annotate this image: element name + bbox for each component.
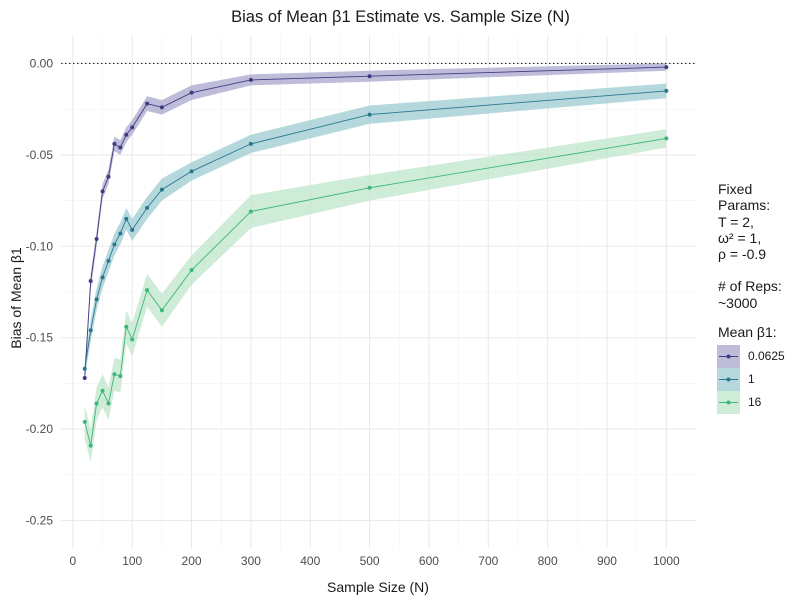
data-point <box>130 337 135 342</box>
legend-label: 1 <box>748 372 755 386</box>
y-tick-label: -0.20 <box>26 422 54 436</box>
series-line <box>84 90 667 369</box>
fixed-params-annotation: Fixed Params: T = 2, ω² = 1, ρ = -0.9 # … <box>718 181 782 311</box>
data-point <box>100 275 105 280</box>
x-tick-label: 700 <box>478 554 498 568</box>
x-tick-label: 300 <box>241 554 261 568</box>
data-point <box>106 258 111 263</box>
data-point <box>88 279 93 284</box>
data-point <box>124 216 129 221</box>
data-point <box>189 169 194 174</box>
annotation-line: Params: <box>718 197 771 214</box>
data-point <box>94 297 99 302</box>
data-point <box>118 145 123 150</box>
y-tick-label: -0.15 <box>26 331 54 345</box>
data-point <box>124 132 129 137</box>
data-point <box>189 90 194 95</box>
data-point <box>664 88 669 93</box>
legend-item: 1 <box>717 368 797 391</box>
legend-point <box>726 400 731 405</box>
data-point <box>106 401 111 406</box>
data-point <box>112 372 117 377</box>
y-tick-label: -0.25 <box>26 514 54 528</box>
data-point <box>248 141 253 146</box>
series-lines <box>84 66 667 446</box>
legend-key <box>717 368 740 391</box>
confidence-bands <box>84 63 667 463</box>
data-point <box>664 136 669 141</box>
data-point <box>367 74 372 79</box>
data-point <box>88 443 93 448</box>
data-point <box>94 401 99 406</box>
legend-point <box>726 377 731 382</box>
x-tick-label: 800 <box>538 554 558 568</box>
data-point <box>367 112 372 117</box>
legend-item: 0.0625 <box>717 345 797 368</box>
data-point <box>100 189 105 194</box>
confidence-band <box>84 83 667 378</box>
data-point <box>145 288 150 293</box>
data-point <box>248 209 253 214</box>
data-point <box>130 125 135 130</box>
y-tick-label: 0.00 <box>30 56 54 70</box>
legend-item: 16 <box>717 391 797 414</box>
annotation-line: ω² = 1, <box>718 229 762 246</box>
data-point <box>100 388 105 393</box>
x-tick-label: 100 <box>122 554 142 568</box>
data-point <box>112 242 117 247</box>
x-tick-label: 400 <box>300 554 320 568</box>
legend: 0.0625 1 16 <box>717 345 797 414</box>
data-point <box>94 236 99 241</box>
major-grid <box>61 36 696 548</box>
minor-grid <box>61 36 696 548</box>
legend-point <box>726 354 731 359</box>
x-tick-label: 200 <box>182 554 202 568</box>
data-point <box>124 324 129 329</box>
annotation-line: ρ = -0.9 <box>718 246 767 263</box>
data-point <box>82 375 87 380</box>
x-axis-label: Sample Size (N) <box>327 579 429 595</box>
data-point <box>82 366 87 371</box>
legend-key <box>717 391 740 414</box>
annotation-line: Fixed <box>718 181 753 197</box>
data-point <box>145 101 150 106</box>
data-point <box>118 231 123 236</box>
data-point <box>189 268 194 273</box>
y-tick-label: -0.10 <box>26 239 54 253</box>
data-point <box>88 328 93 333</box>
y-tick-label: -0.05 <box>26 148 54 162</box>
data-point <box>159 187 164 192</box>
x-tick-label: 500 <box>360 554 380 568</box>
data-point <box>118 374 123 379</box>
x-tick-label: 0 <box>70 554 77 568</box>
data-point <box>145 205 150 210</box>
annotation-line: ~3000 <box>718 294 758 311</box>
data-point <box>112 141 117 146</box>
data-point <box>130 227 135 232</box>
data-point <box>664 65 669 70</box>
series-points <box>82 65 669 448</box>
y-axis-label: Bias of Mean β1 <box>8 247 24 349</box>
legend-key <box>717 345 740 368</box>
x-tick-label: 900 <box>597 554 617 568</box>
legend-title: Mean β1: <box>718 324 777 340</box>
x-tick-label: 600 <box>419 554 439 568</box>
data-point <box>159 308 164 313</box>
data-point <box>159 105 164 110</box>
legend-label: 16 <box>748 395 762 409</box>
legend-label: 0.0625 <box>748 349 785 363</box>
annotation-line: T = 2, <box>718 213 754 230</box>
chart-title: Bias of Mean β1 Estimate vs. Sample Size… <box>231 8 570 26</box>
x-axis-ticks: 0 100 200 300 400 500 600 700 800 900 1000 <box>70 554 680 568</box>
confidence-band <box>84 129 667 463</box>
x-tick-label: 1000 <box>653 554 680 568</box>
data-point <box>367 185 372 190</box>
data-point <box>106 174 111 179</box>
annotation-line: # of Reps: <box>718 278 782 295</box>
data-point <box>82 419 87 424</box>
data-point <box>248 77 253 82</box>
y-axis-ticks: 0.00 -0.05 -0.10 -0.15 -0.20 -0.25 <box>26 56 54 527</box>
